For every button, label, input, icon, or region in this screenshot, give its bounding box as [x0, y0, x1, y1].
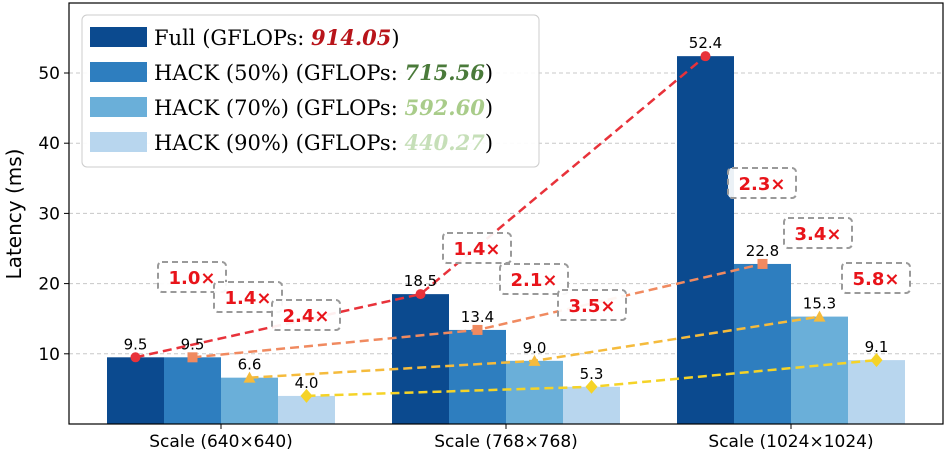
trend-marker: [243, 371, 256, 383]
legend-gflops-value: 914.05: [311, 25, 391, 50]
trend-marker: [870, 353, 883, 368]
bar-2-0: [221, 377, 278, 424]
y-tick-label: 20: [38, 275, 60, 295]
trend-marker: [757, 258, 768, 269]
bar-value-label: 52.4: [689, 34, 722, 52]
axes: 10 20 30 40 50 Scale (640×640) Scale (768×768)…: [38, 64, 873, 452]
legend-close-paren: ): [485, 61, 493, 85]
legend-close-paren: ): [485, 131, 493, 155]
legend-series-name: Full (GFLOPs:: [154, 26, 311, 50]
bar-1-1: [449, 329, 506, 424]
speedup-label: 2.3×: [739, 174, 786, 195]
legend-series-name: HACK (50%) (GFLOPs:: [154, 61, 404, 85]
legend: Full (GFLOPs: 914.05)HACK (50%) (GFLOPs:…: [81, 14, 540, 168]
legend-series-name: HACK (70%) (GFLOPs:: [154, 96, 404, 120]
bar-value-label: 18.5: [404, 272, 437, 290]
trend-marker: [700, 51, 711, 62]
bar-0-0: [107, 357, 164, 424]
trend-marker: [415, 289, 426, 300]
speedup-box: [157, 261, 227, 293]
bar-1-2: [734, 263, 791, 424]
bar-value-label: 22.8: [746, 242, 779, 260]
bar-value-label: 5.3: [580, 365, 604, 383]
trend-marker: [472, 324, 483, 335]
legend-gflops-value: 592.60: [404, 95, 485, 120]
y-tick-label: 40: [38, 134, 60, 154]
speedup-box: [213, 281, 283, 313]
speedup-box: [557, 289, 627, 321]
bar-value-label: 4.0: [295, 374, 319, 392]
speedup-label: 3.4×: [795, 224, 842, 245]
speedup-label: 1.4×: [225, 288, 272, 309]
y-tick-label: 30: [38, 204, 60, 224]
trend-marker: [130, 352, 141, 363]
speedup-box: [271, 299, 341, 331]
legend-close-paren: ): [391, 26, 399, 50]
bar-value-label: 9.5: [181, 335, 205, 353]
legend-gflops-value: 440.27: [404, 130, 485, 155]
legend-entry-2: HACK (70%) (GFLOPs: 592.60): [154, 95, 493, 120]
speedup-box: [442, 232, 512, 264]
y-tick-label: 50: [38, 64, 60, 84]
speedup-annotations: 1.0× 1.4× 2.4× 1.4× 2.1× 3.5× 2.3× 3.4× 5.8×: [157, 167, 911, 331]
legend-swatch-0: [90, 27, 147, 47]
bar-value-labels: 9.5 18.5 52.4 9.5 13.4 22.8 6.6 9.0 15.3 4.0 5.3 9.…: [124, 34, 889, 392]
speedup-label: 2.4×: [283, 306, 330, 327]
y-axis-label: Latency (ms): [2, 149, 26, 280]
y-tick-label: 10: [38, 345, 60, 365]
speedup-label: 1.4×: [454, 239, 501, 260]
trend-marker: [187, 352, 198, 363]
legend-entry-0: Full (GFLOPs: 914.05): [154, 25, 400, 50]
legend-swatch-3: [90, 132, 147, 152]
bar-2-1: [506, 360, 563, 424]
legend-close-paren: ): [485, 96, 493, 120]
speedup-box: [499, 263, 569, 295]
x-tick-label: Scale (1024×1024): [708, 432, 873, 452]
bar-0-2: [677, 56, 734, 424]
bar-value-label: 9.0: [523, 339, 547, 357]
trend-marker: [300, 388, 313, 403]
bar-value-label: 15.3: [803, 295, 836, 313]
bar-0-1: [392, 294, 449, 424]
speedup-label: 2.1×: [511, 270, 558, 291]
legend-series-name: HACK (90%) (GFLOPs:: [154, 131, 404, 155]
speedup-box: [727, 167, 797, 199]
bar-1-0: [164, 357, 221, 424]
bars: [107, 56, 905, 424]
speedup-label: 1.0×: [169, 268, 216, 289]
trend-lines: [130, 51, 883, 403]
bar-value-label: 9.1: [865, 338, 889, 356]
legend-box: [81, 14, 540, 168]
legend-entry-3: HACK (90%) (GFLOPs: 440.27): [154, 130, 493, 155]
bar-3-2: [848, 360, 905, 424]
speedup-label: 5.8×: [853, 269, 900, 290]
trend-marker: [585, 379, 598, 394]
legend-swatch-1: [90, 62, 147, 82]
trend-line-0: [135, 55, 707, 359]
legend-gflops-value: 715.56: [404, 60, 485, 85]
speedup-box: [783, 217, 853, 249]
legend-entry-1: HACK (50%) (GFLOPs: 715.56): [154, 60, 493, 85]
x-tick-label: Scale (768×768): [434, 432, 578, 452]
bar-value-label: 13.4: [461, 308, 494, 326]
bar-2-2: [791, 316, 848, 424]
trend-marker: [528, 354, 541, 366]
trend-marker: [813, 310, 826, 322]
bar-value-label: 6.6: [238, 356, 262, 374]
speedup-label: 3.5×: [569, 296, 616, 317]
x-tick-label: Scale (640×640): [149, 432, 293, 452]
legend-swatch-2: [90, 97, 147, 117]
speedup-box: [841, 262, 911, 294]
bar-value-label: 9.5: [124, 335, 148, 353]
